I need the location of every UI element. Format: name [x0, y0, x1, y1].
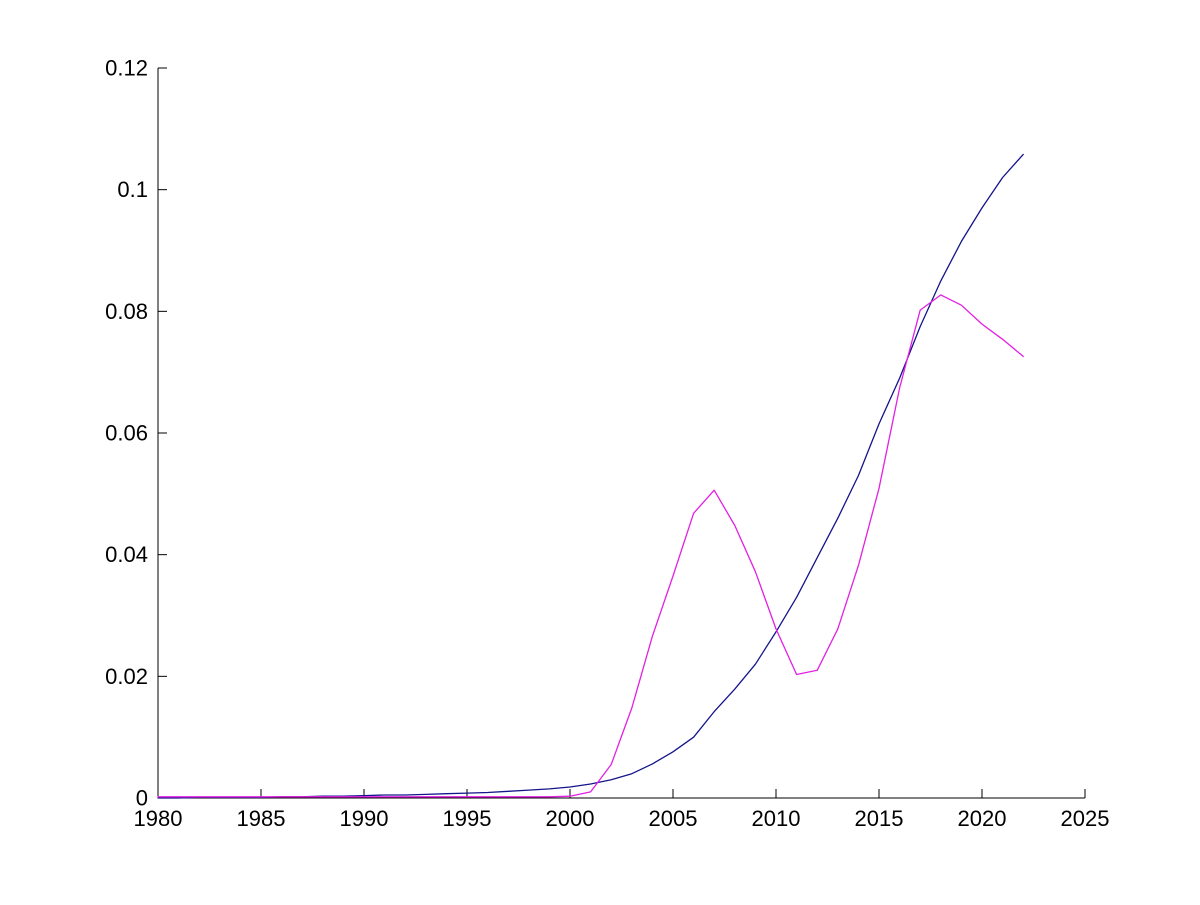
y-tick-label: 0.08 [105, 299, 148, 324]
x-tick-label: 1990 [340, 806, 389, 831]
y-tick-label: 0.12 [105, 55, 148, 80]
y-tick-label: 0.02 [105, 664, 148, 689]
y-tick-label: 0.06 [105, 420, 148, 445]
x-tick-label: 1995 [443, 806, 492, 831]
x-tick-label: 2010 [752, 806, 801, 831]
axes-group [157, 67, 1086, 799]
x-tick-label: 2015 [855, 806, 904, 831]
x-tick-label: 2005 [649, 806, 698, 831]
magenta-fluctuating-curve [157, 294, 1024, 798]
x-tick-label: 1980 [134, 806, 183, 831]
dark-blue-smooth-curve [157, 153, 1024, 799]
x-tick-label: 2025 [1061, 806, 1110, 831]
y-tick-label: 0.04 [105, 542, 148, 567]
x-tick-label: 2000 [546, 806, 595, 831]
y-tick-label: 0.1 [117, 177, 148, 202]
x-tick-label: 1985 [237, 806, 286, 831]
x-tick-label: 2020 [958, 806, 1007, 831]
y-tick-label: 0 [136, 785, 148, 810]
series-group [157, 153, 1024, 799]
tick-labels-group: 1980 1985 1990 1995 2000 2005 2010 2015 2020 2025… [105, 55, 1109, 831]
